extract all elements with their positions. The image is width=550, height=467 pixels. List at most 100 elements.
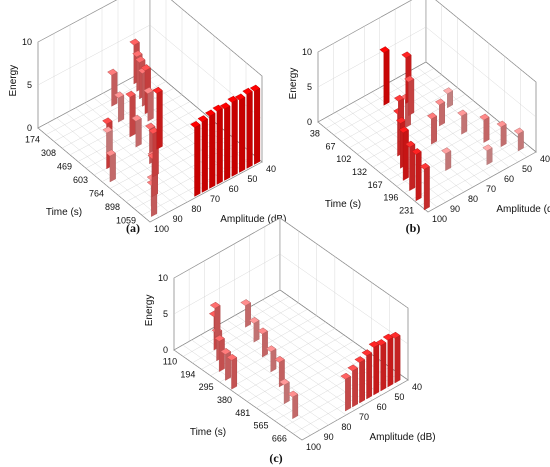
bar [479,113,490,143]
x-tick-label: 174 [25,135,40,145]
bar [419,162,430,211]
bar [398,126,409,181]
bar [240,299,252,328]
bar [457,109,468,135]
bar-face [387,336,394,388]
y-tick-label: 90 [324,432,334,442]
x-tick-label: 481 [235,408,250,418]
bar-face [257,327,268,335]
bar-face [105,149,116,157]
grid-line [65,112,179,208]
bar [496,120,507,148]
y-axis-title: Amplitude (dB) [496,204,550,215]
bar-face [140,64,151,72]
bar-face [426,112,438,120]
bar-face [220,348,232,355]
x-tick-label: 132 [352,167,367,177]
bar-face [461,112,468,135]
bar-face [107,68,118,76]
bar [354,356,366,404]
bar-face [231,357,237,390]
y-tick-label: 80 [468,194,478,204]
bar [248,316,260,343]
x-tick-label: 666 [272,434,287,444]
bar [379,46,390,106]
bar [249,84,261,165]
bar-face [248,317,260,324]
z-tick-label: 0 [27,123,32,133]
bar-face [354,356,366,363]
z-axis-title: Energy [144,295,155,327]
bar-face [482,144,493,152]
grid-line [371,91,483,183]
bar [234,93,246,173]
z-tick-label: 10 [22,37,32,47]
bar-face [227,95,238,103]
x-tick-label: 110 [163,356,177,366]
grid-line [226,319,356,411]
bar-face [242,87,253,95]
z-tick-label: 5 [163,309,168,319]
y-tick-label: 50 [247,174,257,184]
x-tick-label: 67 [326,141,336,151]
bar-face [283,381,290,405]
x-tick-label: 196 [383,193,398,203]
x-tick-label: 565 [254,421,269,431]
grid-line [244,309,373,401]
bar-face [145,122,156,130]
z-tick-label: 10 [302,47,312,57]
grid-line [362,96,474,188]
y-tick-label: 40 [266,164,276,174]
y-tick-label: 60 [229,184,239,194]
bar [375,339,387,392]
bar-face [340,372,351,380]
y-tick-label: 70 [359,412,369,422]
bar-face [441,147,452,155]
grid-line [121,82,235,178]
bar-face [513,127,524,135]
y-tick-label: 100 [432,214,447,224]
bar-face [347,364,359,372]
bar-face [118,94,125,123]
bar [219,102,231,181]
bar-face [496,120,507,128]
z-axis-title: Energy [288,68,299,100]
bar [434,98,446,127]
bar-face [224,105,231,181]
bar-face [398,126,409,134]
bar-face [254,88,261,165]
grid-line [47,122,160,218]
x-axis-title: Time (s) [325,199,361,210]
bar [205,109,216,189]
bar-face [439,101,445,127]
bar-face [111,72,118,107]
bar-face [389,331,401,339]
bar [257,327,268,358]
grid-line [416,66,528,158]
bar-face [395,117,407,124]
bar-face [517,130,524,152]
grid-line [425,61,537,153]
bar-face [219,102,231,110]
bar-face [249,84,261,92]
x-tick-label: 603 [73,175,88,185]
grid-line [37,127,151,223]
bar-group [208,299,401,420]
bar-face [240,299,252,306]
bar-face [194,124,201,197]
bar [340,372,351,412]
bar-face [279,378,290,386]
bar-face [131,114,142,122]
bar-face [394,335,401,384]
bar-face [214,305,221,338]
panel-caption-b: (b) [406,221,421,235]
x-tick-label: 898 [105,202,120,212]
bar [226,353,238,390]
bar-face [209,301,221,309]
bar-face [359,359,365,404]
bar-face [147,90,154,122]
x-tick-label: 1059 [116,215,136,225]
z-axis-title: Energy [8,65,19,97]
